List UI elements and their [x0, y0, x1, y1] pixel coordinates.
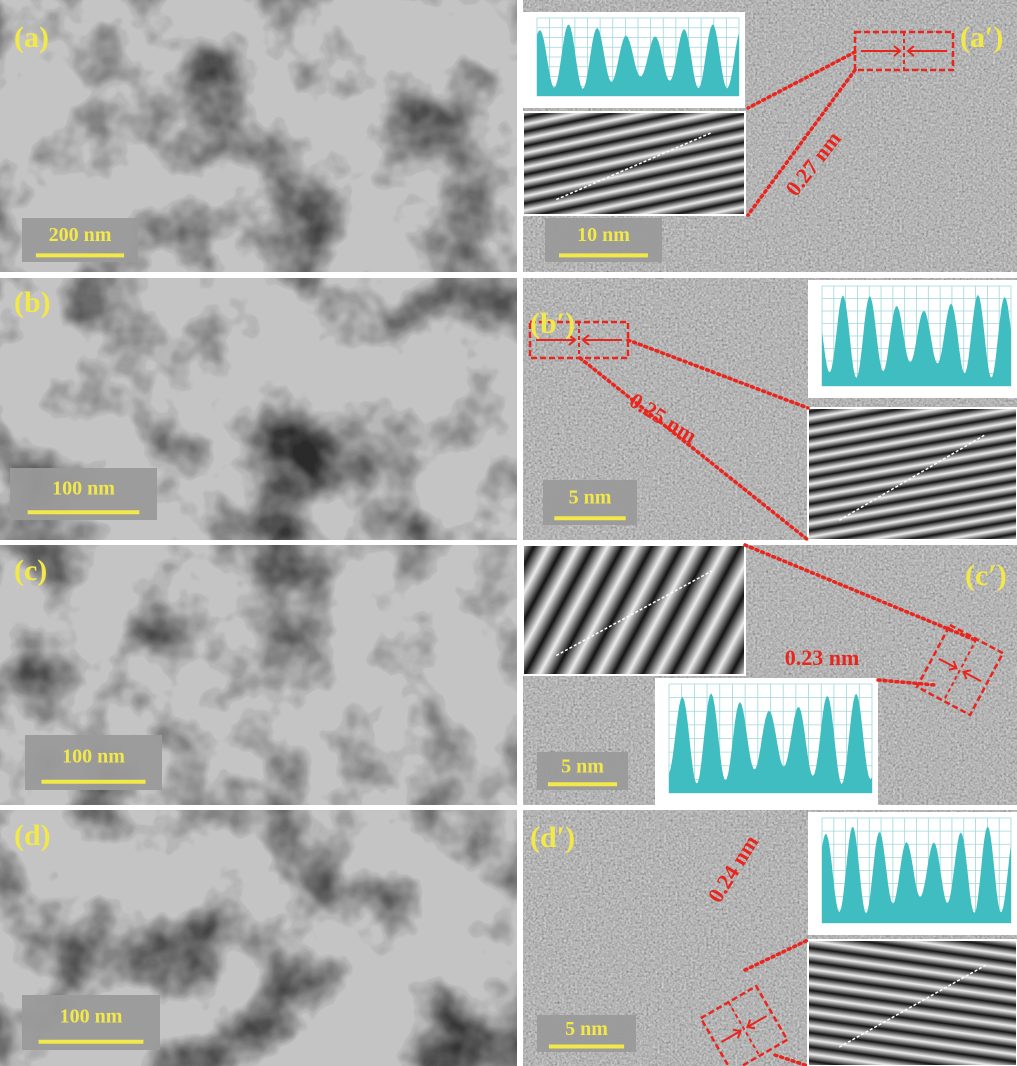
- fft-fringe-inset: [522, 111, 746, 216]
- scale-bar-label: 200 nm: [49, 224, 112, 246]
- profile-path: [838, 433, 987, 521]
- panel: 0.23 nm 5 nm (c′): [522, 543, 1017, 805]
- measure-divider: [727, 1001, 761, 1057]
- scale-bar-label: 100 nm: [62, 746, 125, 768]
- scale-bar-label: 100 nm: [52, 477, 115, 499]
- intensity-profile: [822, 294, 1011, 386]
- measure-box: [699, 984, 789, 1066]
- guide-line: [578, 356, 810, 542]
- fft-fringe-inset: [522, 544, 746, 676]
- panel: 200 nm (a): [0, 0, 517, 272]
- panel-label: (c): [14, 554, 47, 587]
- measure-arrows: [720, 1015, 768, 1043]
- guide-line: [773, 1053, 810, 1066]
- panel-label: (a): [14, 21, 49, 54]
- panel-label: (a′): [960, 21, 1003, 54]
- panel: 100 nm (b): [0, 278, 517, 540]
- panel-label: (b′): [530, 307, 575, 340]
- intensity-profile: [537, 24, 739, 96]
- measure-box: [528, 320, 630, 360]
- guide-line: [743, 938, 810, 972]
- intensity-profile: [669, 693, 872, 793]
- scale-bar-label: 10 nm: [577, 224, 630, 246]
- measure-box: [915, 623, 1005, 717]
- scale-bar-label: 5 nm: [565, 1018, 608, 1040]
- panel-label: (d): [14, 819, 51, 852]
- guide-line: [743, 543, 977, 642]
- panel-label: (d′): [530, 821, 575, 854]
- panel: 100 nm (c): [0, 545, 517, 805]
- panel: 0.25 nm5 nm(b′): [523, 278, 1017, 542]
- measure-divider: [942, 638, 978, 702]
- fft-fringe-inset: [807, 407, 1017, 541]
- scale-bar-label: 5 nm: [569, 486, 612, 508]
- panel-label: (b): [14, 286, 51, 319]
- guide-line: [746, 50, 857, 110]
- scale-bar-label: 100 nm: [60, 1006, 123, 1028]
- guide-line: [746, 68, 857, 217]
- guide-line: [876, 678, 937, 687]
- intensity-profile: [822, 826, 1011, 923]
- scale-bar-label: 5 nm: [561, 756, 604, 778]
- measure-box: [853, 30, 955, 72]
- guide-line: [626, 338, 810, 410]
- d-spacing: 0.23 nm: [785, 645, 860, 670]
- panel: 0.24 nm5 nm(d′): [523, 810, 1017, 1066]
- fft-fringe-inset: [807, 939, 1017, 1066]
- panel-label: (c′): [965, 559, 1007, 592]
- measure-arrows: [861, 45, 947, 57]
- measure-arrows: [938, 657, 982, 683]
- profile-path: [838, 964, 987, 1048]
- profile-path: [555, 570, 713, 657]
- measure-arrows: [536, 334, 622, 346]
- panel: 100 nm (d): [0, 810, 517, 1066]
- profile-path: [556, 131, 712, 201]
